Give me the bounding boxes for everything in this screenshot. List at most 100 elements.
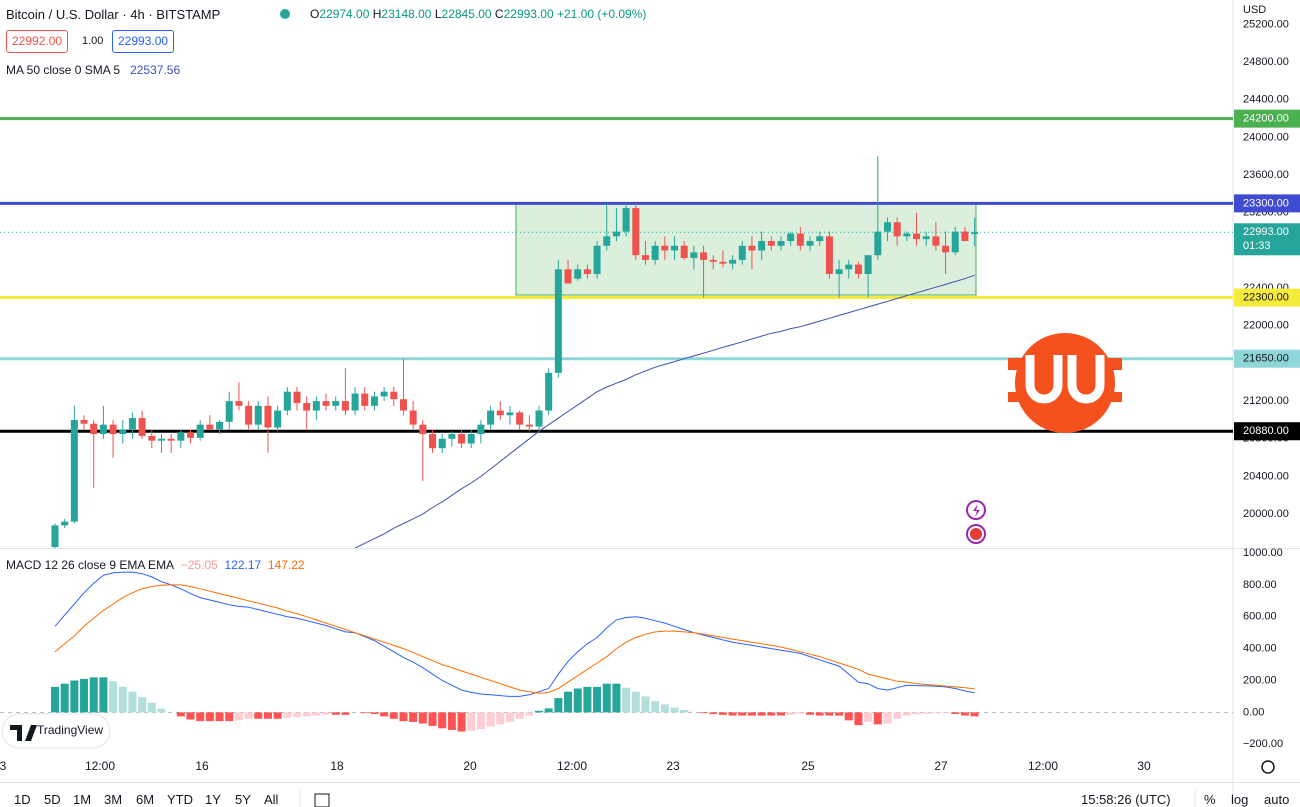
- x-tick-label: 12:00: [557, 759, 587, 773]
- log-toggle[interactable]: log: [1231, 792, 1249, 807]
- histogram-bar: [60, 683, 69, 713]
- histogram-bar: [631, 691, 640, 713]
- price-pane: [0, 117, 1233, 548]
- ohlc-legend: O22974.00 H23148.00 L22845.00 C22993.00 …: [310, 7, 646, 21]
- level-tag-label: 24200.00: [1243, 113, 1289, 125]
- histogram-bar: [51, 686, 59, 713]
- candle-body: [70, 419, 78, 522]
- histogram-bar: [699, 712, 708, 714]
- y-tick-label: 400.00: [1243, 643, 1277, 655]
- histogram-bar: [389, 712, 398, 719]
- timeframe-button[interactable]: 6M: [136, 792, 155, 807]
- histogram-bar: [399, 712, 408, 722]
- timeframe-button[interactable]: 1D: [14, 792, 31, 807]
- y-tick-label: 20400.00: [1243, 470, 1289, 482]
- histogram-bar: [941, 712, 950, 714]
- candle-body: [700, 252, 708, 260]
- histogram-bar: [476, 712, 485, 730]
- level-tag: [1234, 288, 1300, 307]
- histogram-bar: [535, 710, 543, 713]
- histogram-bar: [718, 712, 727, 715]
- macd-legend: MACD 12 26 close 9 EMA EMA −25.05 122.17…: [6, 558, 305, 572]
- histogram-bar: [147, 702, 156, 713]
- candle-body: [893, 222, 901, 237]
- candle-body: [835, 269, 843, 274]
- candle-body: [787, 233, 795, 242]
- candle-body: [535, 410, 543, 427]
- candle-body: [390, 391, 398, 400]
- candle-body: [854, 264, 862, 274]
- candle-body: [767, 241, 775, 246]
- y-tick-label: 23600.00: [1243, 169, 1289, 181]
- candle-body: [951, 231, 959, 253]
- ma-value: 22537.56: [130, 63, 181, 77]
- histogram-bar: [234, 712, 243, 721]
- calendar-icon[interactable]: [314, 793, 330, 807]
- histogram-bar: [796, 712, 805, 714]
- histogram-bar: [467, 712, 476, 731]
- candle-body: [293, 391, 301, 403]
- candle-body: [80, 419, 88, 424]
- macd-line: [54, 584, 975, 694]
- candle-body: [612, 231, 620, 237]
- candle-body: [148, 435, 156, 441]
- candle-body: [496, 410, 504, 416]
- candle-body: [593, 245, 601, 274]
- timeframe-button[interactable]: YTD: [167, 792, 193, 807]
- y-tick-label: 20000.00: [1243, 508, 1289, 520]
- symbol-title: Bitcoin / U.S. Dollar · 4h · BITSTAMP: [6, 7, 221, 22]
- candle-body: [235, 401, 243, 406]
- histogram-bar: [728, 712, 737, 716]
- histogram-bar: [844, 712, 853, 721]
- macd-label: MACD 12 26 close 9 EMA EMA: [6, 558, 175, 572]
- histogram-bar: [786, 712, 795, 715]
- auto-toggle[interactable]: auto: [1264, 792, 1290, 807]
- candle-body: [883, 222, 891, 232]
- histogram-bar: [525, 712, 534, 716]
- candle-body: [283, 391, 291, 411]
- histogram-bar: [341, 712, 350, 715]
- ma-label: MA 50 close 0 SMA 5: [6, 63, 121, 77]
- histogram-bar: [138, 697, 147, 713]
- settings-icon[interactable]: [1261, 760, 1275, 774]
- histogram-bar: [883, 712, 892, 724]
- timeframe-button[interactable]: 3M: [104, 792, 123, 807]
- brand-name: TradingView: [37, 723, 103, 737]
- ohlc-value: 23148.00: [381, 7, 432, 21]
- candle-body: [458, 434, 466, 444]
- level-tag: [1234, 349, 1300, 368]
- y-tick-label: 22000.00: [1243, 320, 1289, 332]
- candle-body: [932, 236, 940, 246]
- histogram-bar: [593, 686, 602, 713]
- logo-bar: [1008, 358, 1122, 370]
- level-tag: [1234, 422, 1300, 441]
- flag-icon: [970, 528, 982, 540]
- timeframe-button[interactable]: All: [264, 792, 279, 807]
- histogram-bar: [109, 681, 118, 713]
- candle-body: [651, 245, 659, 260]
- histogram-bar: [283, 712, 292, 718]
- histogram-bar: [457, 712, 466, 732]
- timeframe-button[interactable]: 5Y: [235, 792, 251, 807]
- histogram-bar: [409, 712, 418, 722]
- histogram-bar: [186, 712, 195, 720]
- candle-body: [61, 521, 69, 526]
- candle-body: [264, 405, 272, 428]
- watermark-logo: [1008, 333, 1122, 433]
- histogram-bar: [738, 712, 747, 716]
- currency-menu[interactable]: USD: [1243, 4, 1267, 16]
- timeframe-button[interactable]: 1M: [73, 792, 92, 807]
- y-tick-label: 24800.00: [1243, 56, 1289, 68]
- sell-button[interactable]: 22992.00: [6, 30, 69, 53]
- histogram-bar: [767, 712, 776, 716]
- buy-button[interactable]: 22993.00: [112, 30, 175, 53]
- candle-body: [806, 241, 814, 246]
- level-tag-label: 22300.00: [1243, 291, 1289, 303]
- percent-toggle[interactable]: %: [1204, 792, 1216, 807]
- histogram-bar: [312, 712, 321, 716]
- candle-body: [206, 424, 214, 430]
- timeframe-button[interactable]: 5D: [44, 792, 61, 807]
- timeframe-button[interactable]: 1Y: [205, 792, 221, 807]
- y-tick-label: 200.00: [1243, 674, 1277, 686]
